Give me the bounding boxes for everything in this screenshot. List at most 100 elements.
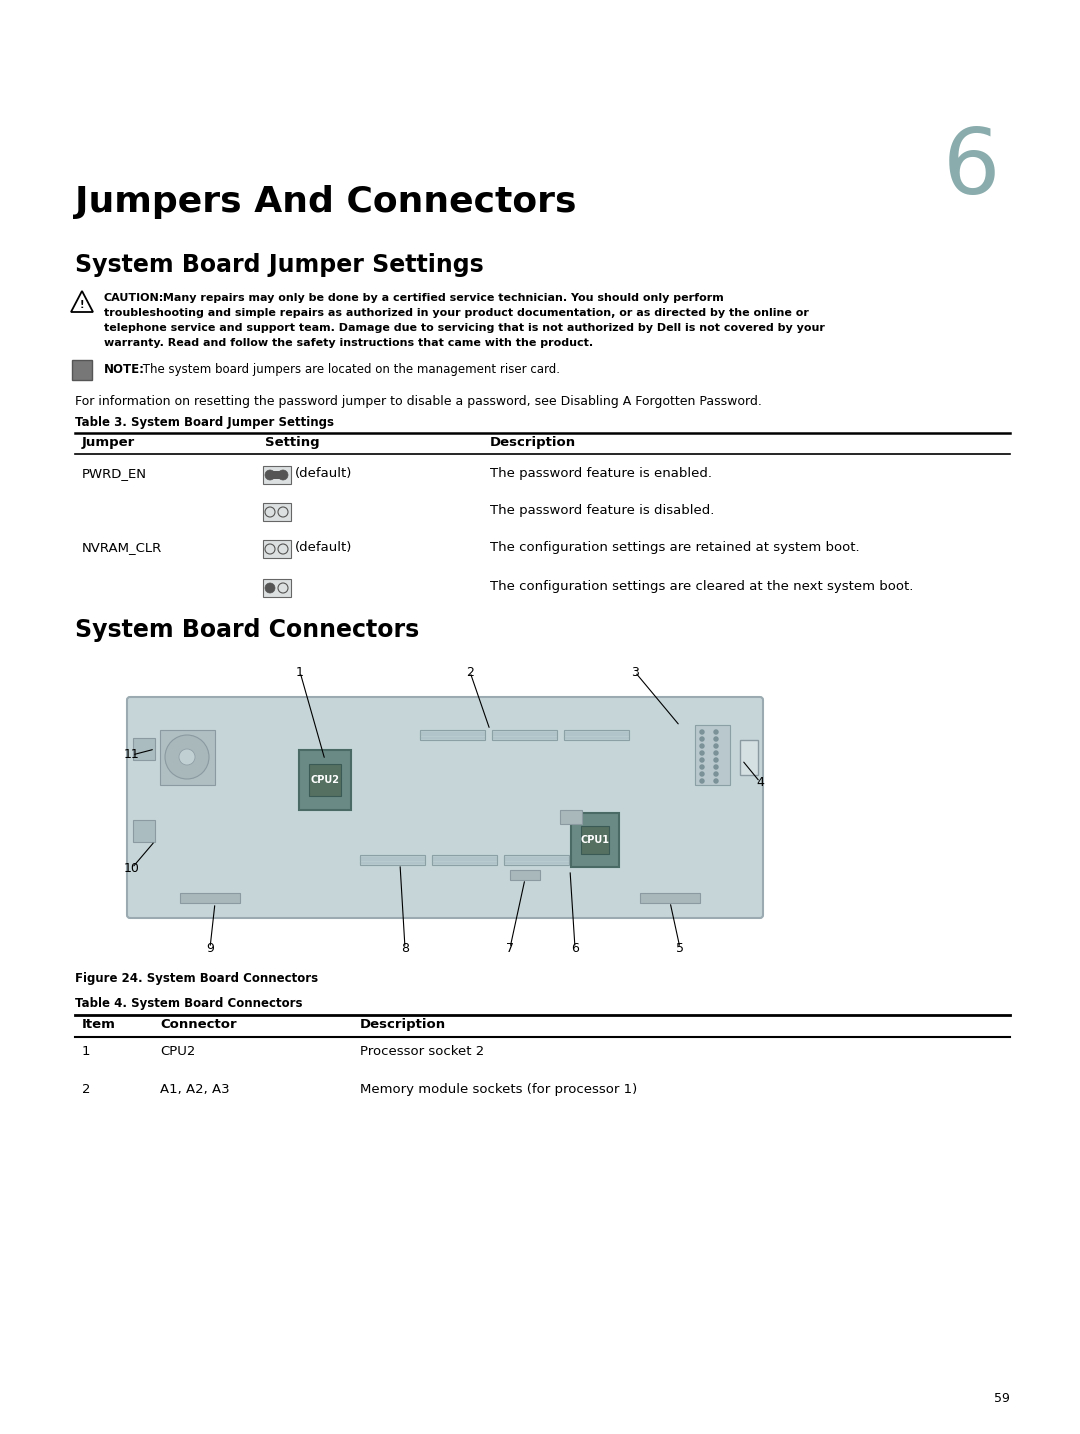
Text: 9: 9 xyxy=(206,942,214,955)
Bar xyxy=(696,726,730,784)
Text: Description: Description xyxy=(360,1018,446,1031)
Text: 6: 6 xyxy=(571,942,579,955)
Bar xyxy=(504,855,569,865)
Text: troubleshooting and simple repairs as authorized in your product documentation, : troubleshooting and simple repairs as au… xyxy=(104,308,809,318)
Text: A1, A2, A3: A1, A2, A3 xyxy=(160,1083,230,1096)
Text: 2: 2 xyxy=(82,1083,91,1096)
Bar xyxy=(72,360,92,380)
Text: CPU1: CPU1 xyxy=(581,835,609,845)
Circle shape xyxy=(278,543,288,554)
Circle shape xyxy=(700,759,704,761)
Circle shape xyxy=(700,737,704,741)
Bar xyxy=(264,503,291,521)
Bar xyxy=(740,740,758,774)
Text: The configuration settings are cleared at the next system boot.: The configuration settings are cleared a… xyxy=(490,579,914,594)
Bar xyxy=(133,820,156,842)
Text: warranty. Read and follow the safety instructions that came with the product.: warranty. Read and follow the safety ins… xyxy=(104,338,593,348)
Bar xyxy=(267,470,286,479)
Circle shape xyxy=(714,744,718,749)
Text: For information on resetting the password jumper to disable a password, see Disa: For information on resetting the passwor… xyxy=(75,394,761,409)
Circle shape xyxy=(714,759,718,761)
Text: System Board Jumper Settings: System Board Jumper Settings xyxy=(75,252,484,277)
Circle shape xyxy=(714,730,718,734)
Text: 10: 10 xyxy=(124,862,140,875)
Circle shape xyxy=(700,764,704,769)
Bar xyxy=(492,730,557,740)
Bar xyxy=(160,730,215,784)
Text: CAUTION:: CAUTION: xyxy=(104,293,164,303)
Bar xyxy=(581,826,609,855)
Bar xyxy=(420,730,485,740)
Text: Figure 24. System Board Connectors: Figure 24. System Board Connectors xyxy=(75,972,319,985)
Text: The configuration settings are retained at system boot.: The configuration settings are retained … xyxy=(490,541,860,554)
Bar xyxy=(571,813,619,868)
Circle shape xyxy=(179,749,195,764)
Text: CPU2: CPU2 xyxy=(311,774,339,784)
Text: 1: 1 xyxy=(296,665,303,678)
FancyBboxPatch shape xyxy=(127,697,762,918)
Text: 11: 11 xyxy=(124,749,140,761)
Text: Connector: Connector xyxy=(160,1018,237,1031)
Bar xyxy=(561,810,582,825)
Circle shape xyxy=(714,751,718,754)
Circle shape xyxy=(278,470,288,480)
Text: NVRAM_CLR: NVRAM_CLR xyxy=(82,541,162,554)
Text: 4: 4 xyxy=(756,776,764,789)
Text: Setting: Setting xyxy=(265,436,320,449)
Circle shape xyxy=(700,779,704,783)
Text: Item: Item xyxy=(82,1018,116,1031)
Circle shape xyxy=(700,730,704,734)
Circle shape xyxy=(714,764,718,769)
Bar xyxy=(299,750,351,810)
Circle shape xyxy=(165,736,210,779)
Bar xyxy=(564,730,629,740)
Text: Table 4. System Board Connectors: Table 4. System Board Connectors xyxy=(75,997,302,1010)
Circle shape xyxy=(265,508,275,518)
Bar xyxy=(264,466,291,485)
Circle shape xyxy=(278,508,288,518)
Text: !: ! xyxy=(80,300,84,310)
Circle shape xyxy=(700,751,704,754)
Text: 5: 5 xyxy=(676,942,684,955)
Text: ⁄: ⁄ xyxy=(81,363,83,377)
Text: Jumpers And Connectors: Jumpers And Connectors xyxy=(75,185,577,219)
Bar xyxy=(640,893,700,903)
Text: Jumper: Jumper xyxy=(82,436,135,449)
Bar xyxy=(432,855,497,865)
Text: 3: 3 xyxy=(631,665,639,678)
Circle shape xyxy=(714,737,718,741)
Text: NOTE:: NOTE: xyxy=(104,363,145,376)
Text: Many repairs may only be done by a certified service technician. You should only: Many repairs may only be done by a certi… xyxy=(159,293,724,303)
Text: 2: 2 xyxy=(467,665,474,678)
Text: The system board jumpers are located on the management riser card.: The system board jumpers are located on … xyxy=(139,363,561,376)
Circle shape xyxy=(700,744,704,749)
Circle shape xyxy=(265,470,275,480)
Bar xyxy=(264,541,291,558)
Text: System Board Connectors: System Board Connectors xyxy=(75,618,419,642)
Text: The password feature is enabled.: The password feature is enabled. xyxy=(490,467,712,480)
Text: Processor socket 2: Processor socket 2 xyxy=(360,1045,484,1058)
Text: The password feature is disabled.: The password feature is disabled. xyxy=(490,503,714,518)
Text: (default): (default) xyxy=(295,541,352,554)
Circle shape xyxy=(700,771,704,776)
Text: Memory module sockets (for processor 1): Memory module sockets (for processor 1) xyxy=(360,1083,637,1096)
Text: 59: 59 xyxy=(994,1392,1010,1405)
Text: telephone service and support team. Damage due to servicing that is not authoriz: telephone service and support team. Dama… xyxy=(104,323,825,333)
Circle shape xyxy=(265,584,275,594)
Circle shape xyxy=(265,543,275,554)
Bar xyxy=(309,764,341,796)
Text: 7: 7 xyxy=(507,942,514,955)
Bar xyxy=(510,870,540,880)
Text: 1: 1 xyxy=(82,1045,91,1058)
Text: 6: 6 xyxy=(943,125,1000,214)
Bar xyxy=(264,579,291,597)
Text: 8: 8 xyxy=(401,942,409,955)
Text: PWRD_EN: PWRD_EN xyxy=(82,467,147,480)
Text: CPU2: CPU2 xyxy=(160,1045,195,1058)
Circle shape xyxy=(714,779,718,783)
Bar xyxy=(360,855,426,865)
Text: Table 3. System Board Jumper Settings: Table 3. System Board Jumper Settings xyxy=(75,416,334,429)
Bar xyxy=(180,893,240,903)
Text: (default): (default) xyxy=(295,467,352,480)
Text: Description: Description xyxy=(490,436,576,449)
